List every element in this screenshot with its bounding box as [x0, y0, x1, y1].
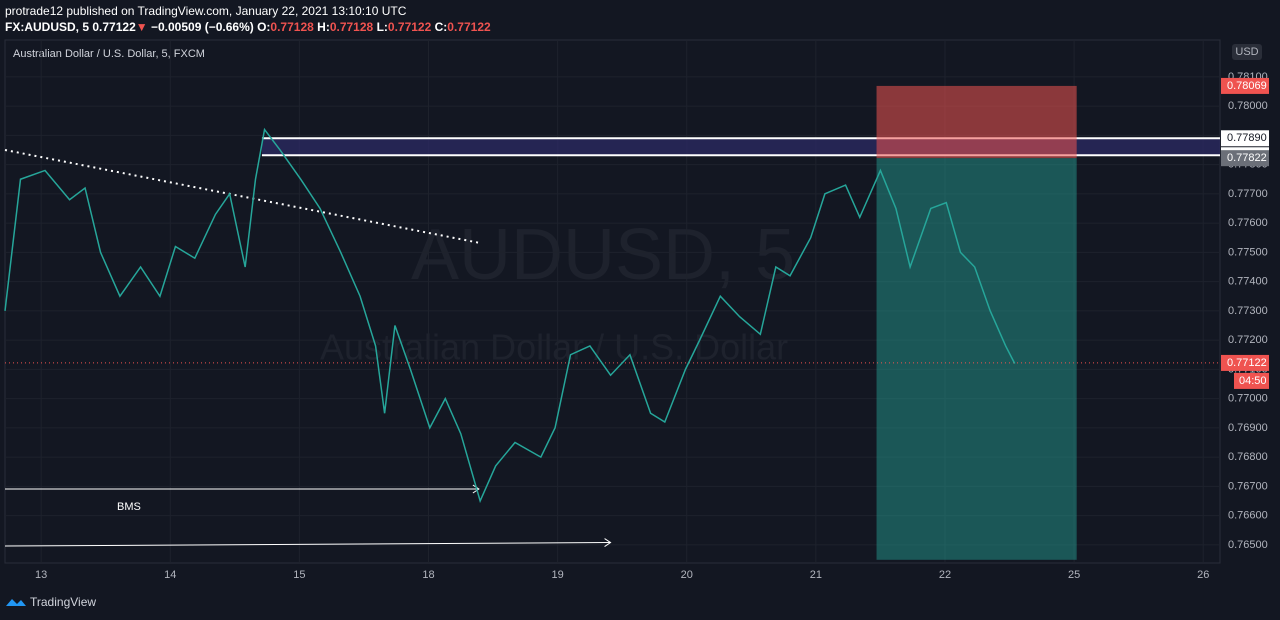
legend-text: Australian Dollar / U.S. Dollar, 5, FXCM	[13, 48, 205, 60]
symbol: FX:AUDUSD, 5	[5, 20, 90, 34]
publisher: protrade12 published on TradingView.com,…	[5, 4, 407, 18]
price-label: 0.78069	[1227, 80, 1267, 92]
price-label: 0.77122	[1227, 357, 1267, 369]
o-key: O:	[257, 20, 271, 34]
x-tick-label: 18	[422, 569, 434, 581]
c-key: C:	[434, 20, 448, 34]
trendline	[4, 149, 481, 244]
price-label: 0.77890	[1227, 132, 1267, 144]
footer: TradingView	[30, 595, 96, 609]
header: protrade12 published on TradingView.com,…	[5, 3, 491, 35]
arrow-head	[604, 538, 612, 547]
arrow-head	[472, 484, 480, 494]
plot-frame	[4, 39, 1221, 564]
price-label-bg	[1221, 77, 1269, 94]
y-tick-label: 0.77500	[1228, 246, 1268, 258]
y-tick-label: 0.76900	[1228, 422, 1268, 434]
arrow-label: BMS	[117, 501, 141, 513]
y-tick-label: 0.77300	[1228, 305, 1268, 317]
x-tick-label: 26	[1197, 569, 1209, 581]
l-val: 0.77122	[387, 20, 432, 34]
l-key: L:	[376, 20, 388, 34]
y-tick-label: 0.76800	[1228, 451, 1268, 463]
h-key: H:	[317, 20, 330, 34]
price-label-bg	[1221, 130, 1269, 147]
y-tick-label: 0.77400	[1228, 276, 1268, 288]
y-tick-label: 0.77200	[1228, 334, 1268, 346]
arrow	[4, 542, 611, 547]
y-tick-label: 0.77700	[1228, 188, 1268, 200]
y-tick-label: 0.77600	[1228, 217, 1268, 229]
x-tick-label: 19	[551, 569, 563, 581]
y-tick-label: 0.76600	[1228, 510, 1268, 522]
y-tick-label: 0.76700	[1228, 480, 1268, 492]
x-tick-label: 21	[810, 569, 822, 581]
stop-zone	[876, 85, 1077, 159]
price-label-bg	[1221, 150, 1269, 167]
last: 0.77122	[92, 20, 136, 34]
logo	[6, 599, 26, 606]
x-tick-label: 14	[164, 569, 176, 581]
countdown: 04:50	[1239, 375, 1267, 387]
arrow: ▼	[135, 20, 148, 34]
ohlc-line: FX:AUDUSD, 5 0.77122▼ −0.00509 (−0.66%) …	[5, 19, 491, 35]
x-tick-label: 20	[681, 569, 693, 581]
o-val: 0.77128	[270, 20, 314, 34]
x-tick-label: 22	[939, 569, 951, 581]
c-val: 0.77122	[447, 20, 491, 34]
x-tick-label: 25	[1068, 569, 1080, 581]
watermark: AUDUSD, 5	[411, 215, 795, 295]
change: −0.00509 (−0.66%)	[150, 20, 254, 34]
countdown-bg	[1234, 372, 1269, 389]
x-tick-label: 15	[293, 569, 305, 581]
y-tick-label: 0.76500	[1228, 539, 1268, 551]
x-tick-label: 13	[35, 569, 47, 581]
h-val: 0.77128	[329, 20, 374, 34]
currency: USD	[1235, 46, 1258, 58]
target-zone	[876, 158, 1077, 560]
price-line	[4, 127, 1016, 504]
price-label-bg	[1221, 354, 1269, 371]
y-tick-label: 0.77000	[1228, 393, 1268, 405]
currency-button[interactable]	[1232, 44, 1262, 60]
price-label: 0.77822	[1227, 152, 1267, 164]
y-tick-label: 0.78000	[1228, 100, 1268, 112]
